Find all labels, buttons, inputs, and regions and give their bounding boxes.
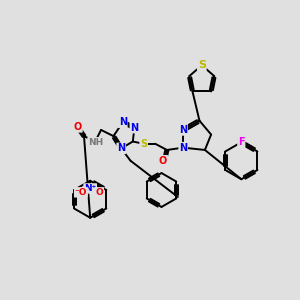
Text: N: N bbox=[179, 125, 187, 135]
Text: N⁺: N⁺ bbox=[84, 184, 96, 193]
Text: O: O bbox=[159, 156, 167, 166]
Text: S: S bbox=[198, 60, 206, 70]
Text: NH: NH bbox=[88, 138, 103, 147]
Text: S: S bbox=[140, 139, 147, 149]
Text: N: N bbox=[117, 143, 125, 153]
Text: N: N bbox=[130, 123, 138, 133]
Text: N: N bbox=[119, 117, 127, 127]
Text: O: O bbox=[74, 122, 82, 132]
Text: O: O bbox=[96, 188, 104, 197]
Text: F: F bbox=[238, 137, 244, 147]
Text: N: N bbox=[179, 143, 187, 153]
Text: ⁻O: ⁻O bbox=[75, 188, 87, 197]
